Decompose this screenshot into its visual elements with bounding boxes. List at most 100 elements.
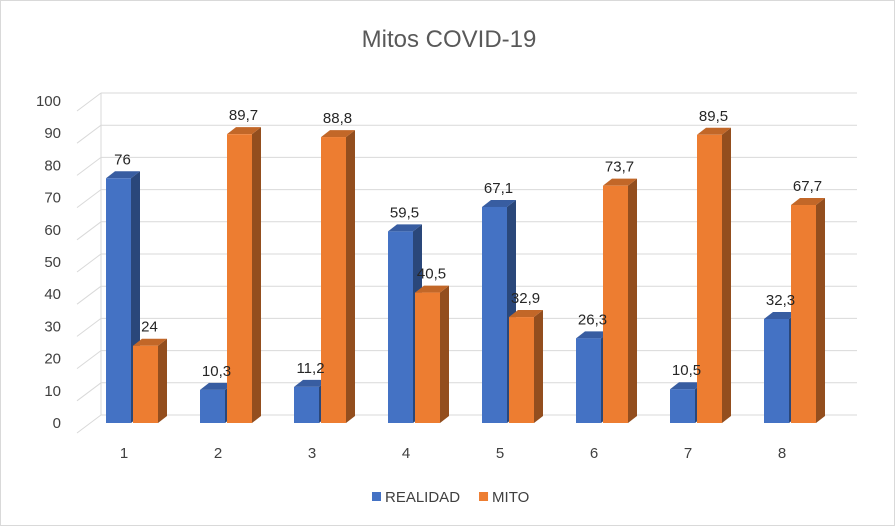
x-tick-label: 3 [308,445,316,462]
bar-side-face [252,127,261,423]
bar-side-face [722,127,731,423]
y-tick-label: 60 [44,222,61,239]
data-label-mito-8: 67,7 [793,178,822,195]
bar-side-face [816,198,825,423]
y-tick-label: 0 [53,415,61,432]
bar-side-face [158,338,167,423]
bar-top-face [133,338,167,346]
bar-front-face [227,134,252,423]
bar-front-face [415,292,440,423]
legend-label-realidad: REALIDAD [385,489,460,506]
data-label-realidad-7: 10,5 [672,362,701,379]
bar-top-face [791,198,825,206]
x-tick-label: 2 [214,445,222,462]
y-tick-label: 30 [44,318,61,335]
bars [106,127,825,423]
data-label-mito-4: 40,5 [417,266,446,283]
data-label-mito-6: 73,7 [605,159,634,176]
bar-top-face [106,171,140,179]
bar-side-face [534,310,543,423]
y-axis-tick-labels: 0 10 20 30 40 50 60 70 80 90 100 [36,93,61,432]
bar-front-face [294,386,319,423]
gridline-side [76,285,102,305]
gridline-side [76,156,102,176]
data-label-realidad-4: 59,5 [390,204,419,221]
bar-front-face [106,178,131,423]
gridline-side [76,317,102,337]
y-tick-label: 50 [44,254,61,271]
bar-top-face [576,331,610,339]
bar-front-face [764,318,789,423]
gridline-side [76,350,102,370]
gridline-side [76,124,102,144]
bar-front-face [697,134,722,423]
data-label-realidad-3: 11,2 [296,360,324,377]
y-tick-label: 40 [44,286,61,303]
bar-mito-1 [133,338,167,423]
bar-mito-8 [791,198,825,423]
bar-top-face [227,127,261,135]
gridline-side [76,92,102,112]
gridline-side [76,253,102,273]
data-label-mito-7: 89,5 [699,108,728,125]
data-label-mito-2: 89,7 [229,107,258,124]
bar-mito-2 [227,127,261,423]
bar-side-face [346,130,355,423]
data-label-mito-5: 32,9 [511,290,540,307]
bar-front-face [791,205,816,423]
x-tick-label: 4 [402,445,410,462]
bar-top-face [321,130,355,138]
y-tick-label: 20 [44,351,61,368]
data-label-realidad-1: 76 [114,151,131,168]
gridline-side [76,382,102,402]
legend-label-mito: MITO [492,489,529,506]
bar-front-face [576,338,601,423]
x-tick-label: 5 [496,445,504,462]
y-tick-label: 90 [44,125,61,142]
bar-mito-4 [415,285,449,423]
data-label-mito-1: 24 [141,319,158,336]
gridline-side [76,414,102,434]
y-tick-label: 80 [44,157,61,174]
data-label-realidad-6: 26,3 [578,311,607,328]
gridline-side [76,221,102,241]
x-tick-label: 8 [778,445,786,462]
legend-swatch-mito [479,492,489,501]
bar-mito-3 [321,130,355,423]
bar-top-face [603,178,637,186]
bar-top-face [764,311,798,319]
data-label-mito-3: 88,8 [323,110,352,127]
bar-front-face [670,389,695,423]
bar-top-face [294,379,328,387]
bar-front-face [200,389,225,423]
bar-top-face [697,127,731,135]
legend: REALIDAD MITO [372,489,529,506]
bar-top-face [670,382,704,390]
gridline-side [76,189,102,209]
bar-top-face [388,224,422,232]
y-tick-label: 70 [44,190,61,207]
bar-front-face [603,185,628,423]
bar-side-face [628,178,637,423]
y-tick-label: 10 [44,383,61,400]
legend-swatch-realidad [372,492,381,501]
bar-top-face [200,382,234,390]
data-label-realidad-5: 67,1 [484,180,513,197]
bar-front-face [388,231,413,423]
x-axis-tick-labels: 1 2 3 4 5 6 7 8 [120,445,786,462]
x-tick-label: 6 [590,445,598,462]
bar-top-face [482,199,516,207]
bar-mito-5 [509,310,543,423]
bar-top-face [415,285,449,293]
bar-mito-6 [603,178,637,423]
data-label-realidad-2: 10,3 [202,363,231,380]
bar-top-face [509,310,543,318]
bar-front-face [509,317,534,423]
x-tick-label: 7 [684,445,692,462]
gridlines [76,92,857,434]
bar-side-face [440,285,449,423]
y-tick-label: 100 [36,93,61,110]
data-label-realidad-8: 32,3 [766,292,795,309]
chart-title: Mitos COVID-19 [362,26,537,53]
